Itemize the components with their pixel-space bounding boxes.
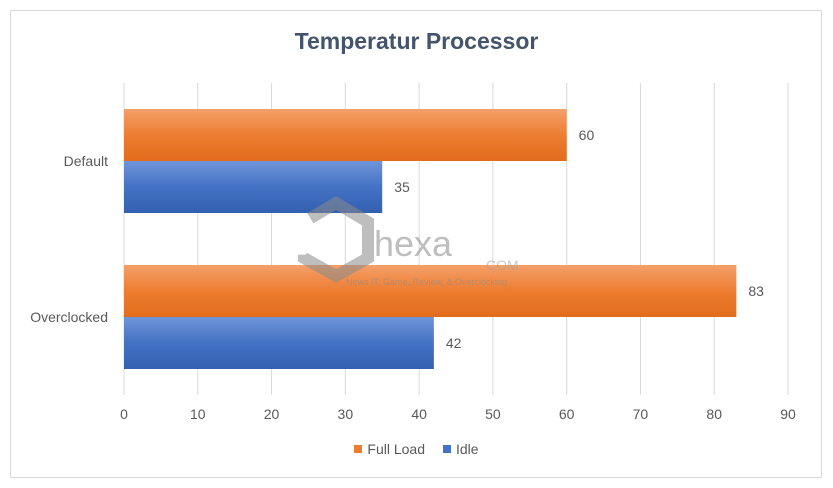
x-tick-label: 10 bbox=[190, 406, 206, 422]
bar bbox=[124, 317, 434, 369]
category-label: Overclocked bbox=[30, 309, 108, 325]
legend-label-idle: Idle bbox=[456, 441, 479, 457]
watermark: hexa COM News IT, Game, Review, & Overcl… bbox=[298, 196, 519, 287]
bars bbox=[124, 109, 737, 369]
x-tick-label: 80 bbox=[706, 406, 722, 422]
x-tick-labels: 0 10 20 30 40 50 60 70 80 90 bbox=[120, 406, 796, 422]
category-label: Default bbox=[64, 153, 108, 169]
hexa-logo-icon bbox=[298, 196, 374, 283]
x-tick-label: 30 bbox=[338, 406, 354, 422]
x-tick-label: 20 bbox=[264, 406, 280, 422]
data-label: 35 bbox=[394, 179, 410, 195]
data-label: 83 bbox=[748, 283, 764, 299]
data-label: 42 bbox=[446, 335, 462, 351]
legend: Full Load Idle bbox=[0, 441, 833, 457]
x-tick-label: 0 bbox=[120, 406, 128, 422]
watermark-domain: COM bbox=[486, 257, 519, 273]
legend-swatch-full-load bbox=[354, 445, 363, 453]
x-tick-label: 70 bbox=[633, 406, 649, 422]
bar bbox=[124, 109, 567, 161]
legend-label-full-load: Full Load bbox=[367, 441, 425, 457]
chart-area bbox=[10, 10, 822, 478]
data-label: 60 bbox=[579, 127, 595, 143]
watermark-tagline: News IT, Game, Review, & Overclocking bbox=[346, 277, 507, 287]
legend-item-full-load: Full Load bbox=[354, 441, 425, 457]
x-tick-label: 90 bbox=[780, 406, 796, 422]
category-labels: Default Overclocked bbox=[30, 153, 108, 325]
chart-title: Temperatur Processor bbox=[294, 28, 539, 54]
x-tick-label: 50 bbox=[485, 406, 501, 422]
watermark-brand: hexa bbox=[374, 223, 453, 264]
data-labels: 60 35 83 42 bbox=[394, 127, 764, 351]
legend-item-idle: Idle bbox=[443, 441, 479, 457]
x-tick-label: 60 bbox=[559, 406, 575, 422]
x-tick-label: 40 bbox=[411, 406, 427, 422]
bar bbox=[124, 265, 737, 317]
legend-swatch-idle bbox=[443, 445, 451, 453]
